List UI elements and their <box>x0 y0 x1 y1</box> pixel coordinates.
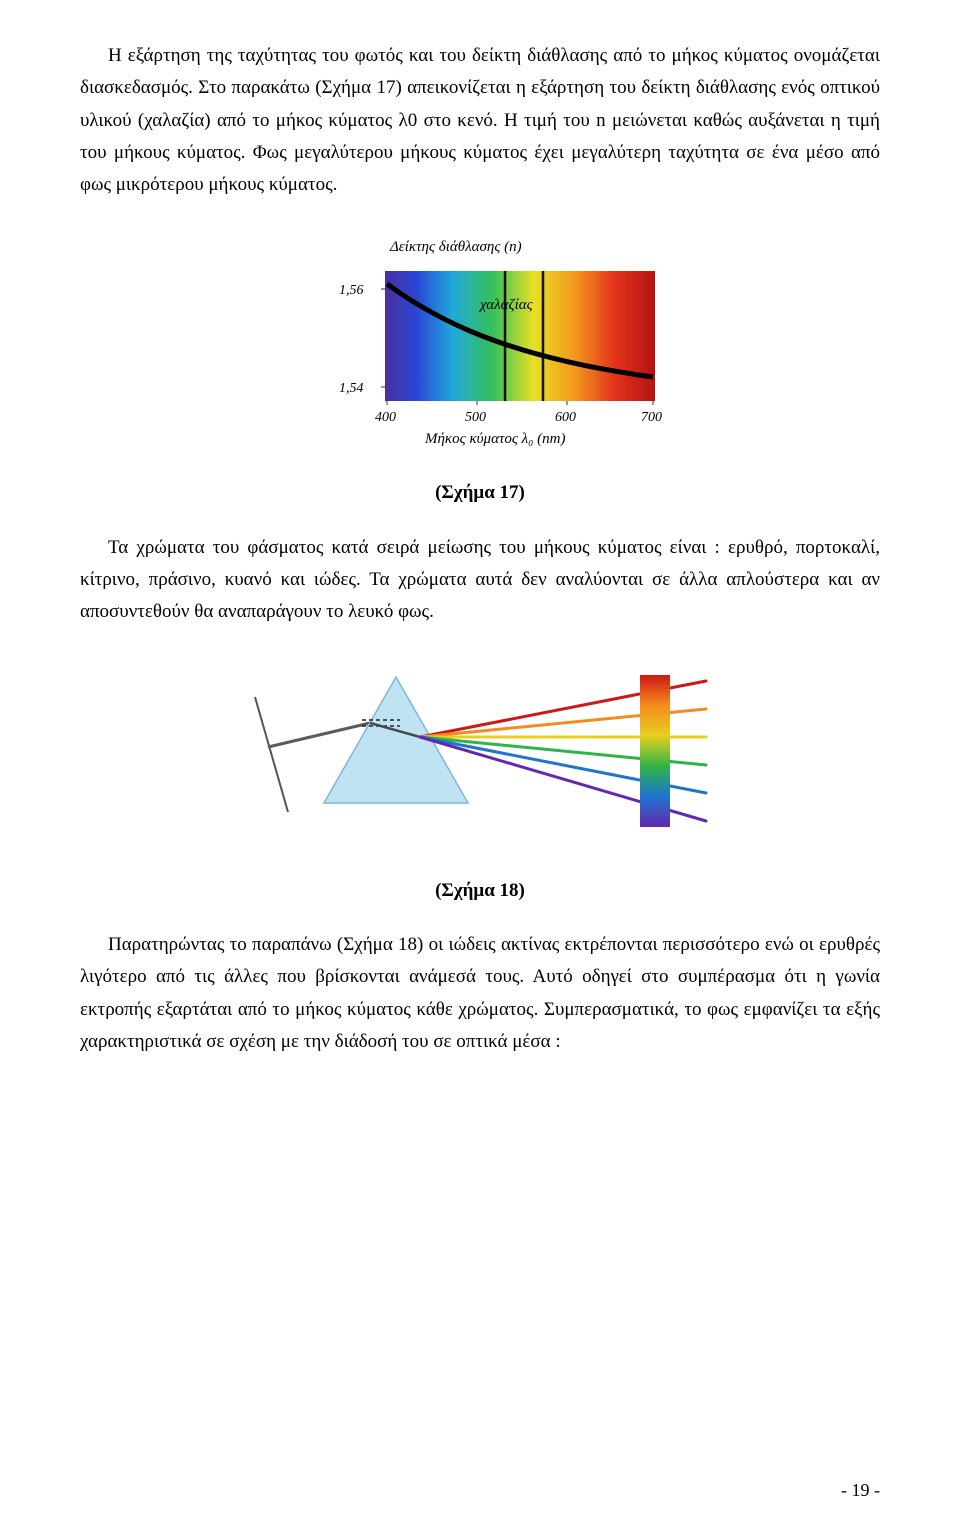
caption-figure-18: (Σχήμα 18) <box>80 875 880 907</box>
svg-text:700: 700 <box>641 410 662 425</box>
svg-text:Μήκος κύματος λ₀ (nm): Μήκος κύματος λ₀ (nm) <box>424 431 565 447</box>
svg-text:Δείκτης διάθλασης (n): Δείκτης διάθλασης (n) <box>389 239 522 255</box>
svg-text:χαλαζίας: χαλαζίας <box>478 297 534 313</box>
svg-text:400: 400 <box>375 410 396 425</box>
paragraph-1: Η εξάρτηση της ταχύτητας του φωτός και τ… <box>80 40 880 201</box>
svg-text:1,54: 1,54 <box>339 381 364 396</box>
svg-text:1,56: 1,56 <box>339 283 364 298</box>
svg-text:500: 500 <box>465 410 486 425</box>
caption-figure-17: (Σχήμα 17) <box>80 477 880 509</box>
svg-text:600: 600 <box>555 410 576 425</box>
figure-18-prism-dispersion <box>250 657 710 857</box>
paragraph-2: Τα χρώματα του φάσματος κατά σειρά μείωσ… <box>80 532 880 629</box>
figure-17-dispersion-chart: Δείκτης διάθλασης (n) χαλαζίας 1,56 1,54 400… <box>295 229 665 459</box>
page-number: - 19 - <box>841 1475 880 1506</box>
paragraph-3: Παρατηρώντας το παραπάνω (Σχήμα 18) οι ι… <box>80 929 880 1058</box>
